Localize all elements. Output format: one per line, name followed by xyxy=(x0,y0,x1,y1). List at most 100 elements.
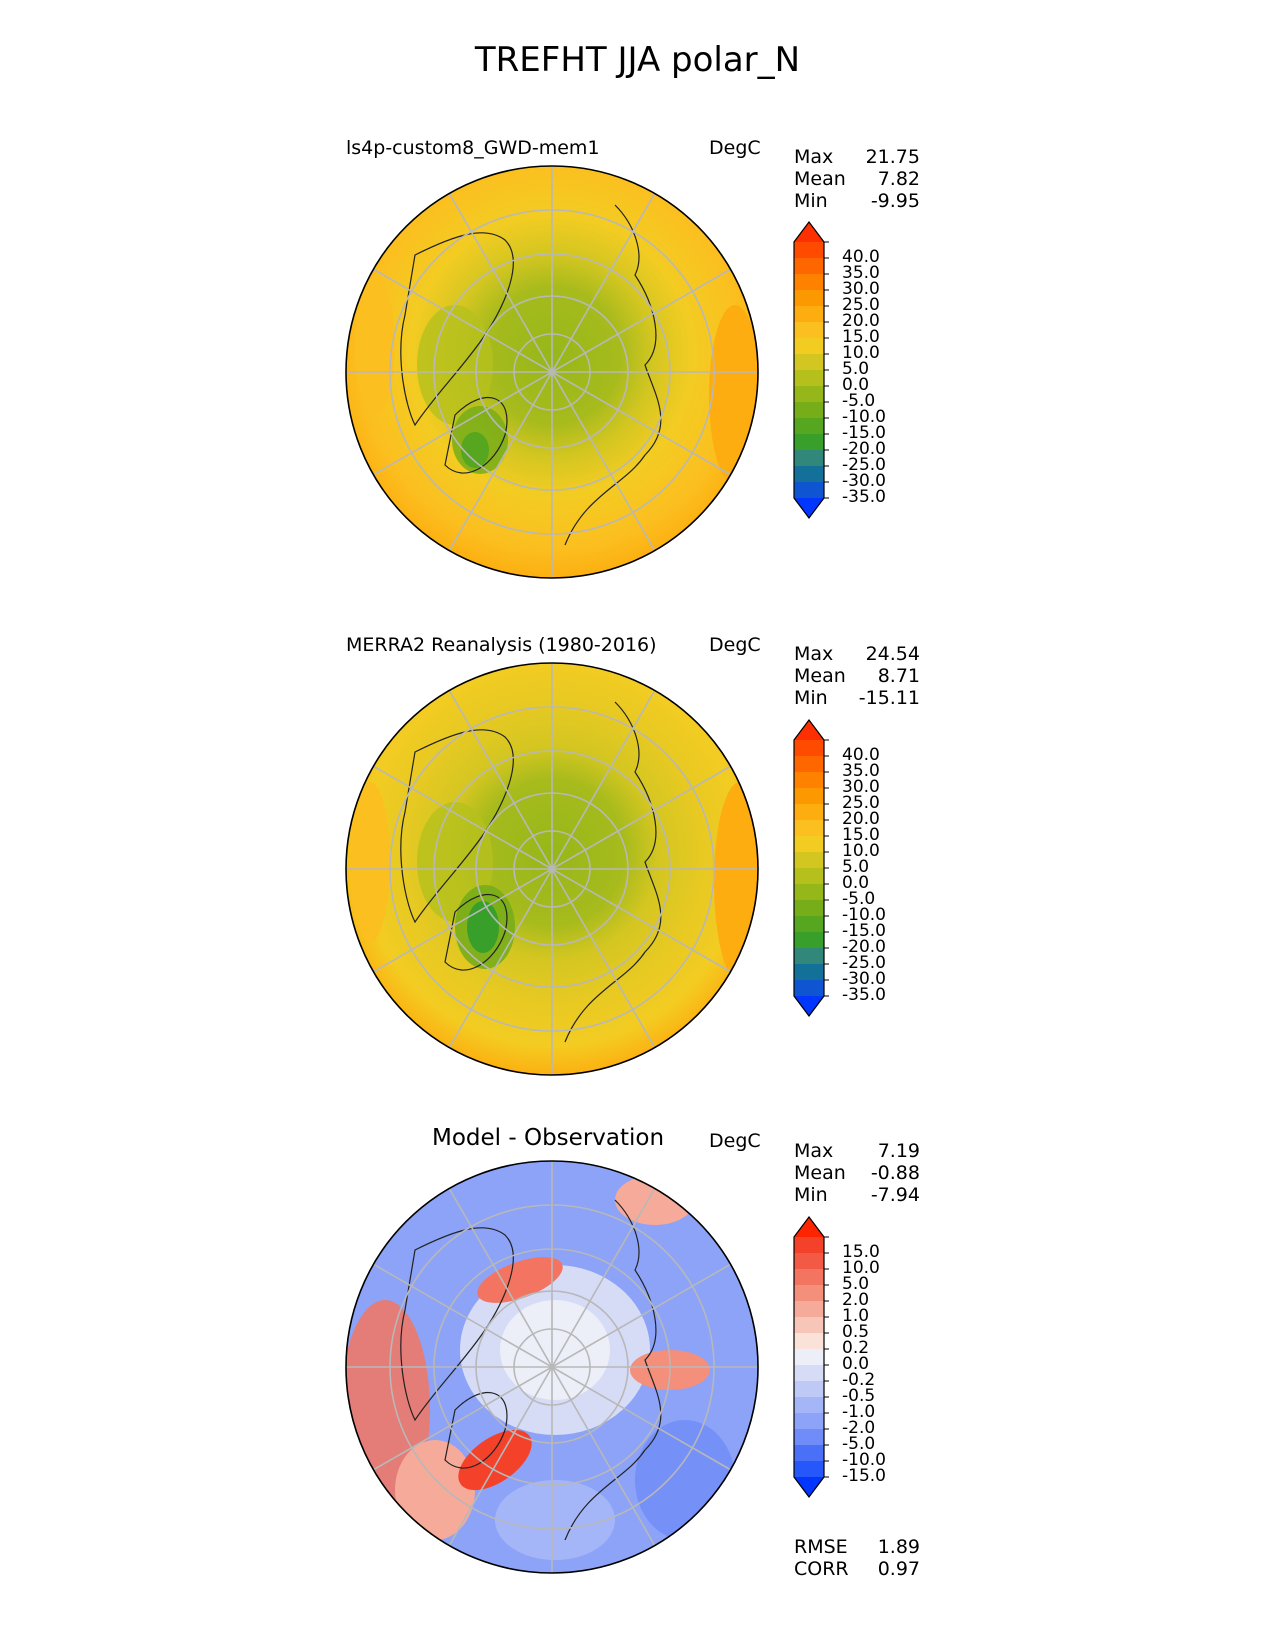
panel-3-colorbar xyxy=(793,1216,829,1498)
panel-2-colorbar-band xyxy=(794,916,824,933)
panel-1-colorbar-band xyxy=(794,274,824,291)
panel-3-rmse-value: 1.89 xyxy=(877,1536,920,1558)
panel-3-colorbar-label: 10.0 xyxy=(842,1258,880,1278)
panel-1-colorbar-label: 35.0 xyxy=(842,263,880,283)
panel-2-colorbar-label: 10.0 xyxy=(842,841,880,861)
panel-1-colorbar-label: 0.0 xyxy=(842,375,870,395)
panel-1-colorbar-band xyxy=(794,306,824,323)
panel-1-colorbar-label: 25.0 xyxy=(842,295,880,315)
panel-2-colorbar-band xyxy=(794,948,824,965)
panel-1-colorbar-band xyxy=(794,354,824,371)
panel-3-corr-value: 0.97 xyxy=(877,1558,920,1580)
panel-1-colorbar-label: -5.0 xyxy=(842,391,876,411)
panel-2-title: MERRA2 Reanalysis (1980-2016) xyxy=(346,634,657,656)
panel-2-map-border xyxy=(345,662,759,1076)
figure-title: TREFHT JJA polar_N xyxy=(474,40,801,80)
panel-2-polar-map xyxy=(345,662,759,1076)
panel-1-colorbar-label: 15.0 xyxy=(842,327,880,347)
panel-1-colorbar-band xyxy=(794,450,824,467)
panel-3-colorbar-label: -0.5 xyxy=(842,1386,876,1406)
panel-3-colorbar-label: -1.0 xyxy=(842,1402,876,1422)
panel-3-colorbar-band xyxy=(794,1381,824,1398)
panel-3-colorbar-band xyxy=(794,1333,824,1350)
panel-2-colorbar-label: -30.0 xyxy=(842,969,886,989)
panel-3-min-value: -7.94 xyxy=(870,1184,920,1206)
panel-3-colorbar-label: -0.2 xyxy=(842,1370,876,1390)
panel-2-colorbar-label: 15.0 xyxy=(842,825,880,845)
panel-1-colorbar-label: 40.0 xyxy=(842,247,880,267)
panel-2-colorbar-band xyxy=(794,788,824,805)
panel-2-gridlines xyxy=(346,663,758,1075)
panel-1-colorbar-label: -35.0 xyxy=(842,487,886,507)
panel-3-title: Model - Observation xyxy=(432,1125,665,1151)
panel-2-colorbar-band xyxy=(794,964,824,981)
panel-1-colorbar-extend-top xyxy=(794,222,824,242)
panel-1-title: ls4p-custom8_GWD-mem1 xyxy=(346,137,600,159)
panel-1-min-value: -9.95 xyxy=(870,190,920,212)
panel-2-colorbar-label: -15.0 xyxy=(842,921,886,941)
panel-2-colorbar-label: -35.0 xyxy=(842,985,886,1005)
panel-1-colorbar-band xyxy=(794,370,824,387)
panel-3-units: DegC xyxy=(709,1130,761,1152)
panel-3-colorbar-label: 0.5 xyxy=(842,1322,870,1342)
panel-2-colorbar-label: 35.0 xyxy=(842,761,880,781)
panel-3-colorbar-label: -15.0 xyxy=(842,1466,886,1486)
panel-1-min-label: Min xyxy=(794,190,828,212)
panel-3-colorbar-band xyxy=(794,1397,824,1414)
panel-2-colorbar-band xyxy=(794,852,824,869)
panel-1-colorbar-outline xyxy=(793,221,825,519)
panel-2-min-value: -15.11 xyxy=(858,687,920,709)
panel-3-greenland-warm xyxy=(458,1429,532,1491)
panel-2-colorbar-band xyxy=(794,756,824,773)
panel-3-colorbar-band xyxy=(794,1461,824,1478)
panel-2-colorbar-band xyxy=(794,772,824,789)
panel-1-colorbar-label: 10.0 xyxy=(842,343,880,363)
panel-1-colorbar-band xyxy=(794,386,824,403)
panel-2-colorbar-label: 20.0 xyxy=(842,809,880,829)
panel-1-colorbar-label: 5.0 xyxy=(842,359,870,379)
panel-2-max-label: Max xyxy=(794,643,834,665)
panel-1-colorbar-band xyxy=(794,466,824,483)
panel-1-colorbar-label: -25.0 xyxy=(842,455,886,475)
panel-2-colorbar-band xyxy=(794,740,824,757)
panel-3-colorbar-outline xyxy=(793,1216,825,1498)
panel-3-colorbar-band xyxy=(794,1429,824,1446)
panel-3-colorbar-label: 2.0 xyxy=(842,1290,870,1310)
panel-2-colorbar-label: -10.0 xyxy=(842,905,886,925)
panel-3-colorbar-extend-bottom xyxy=(794,1477,824,1497)
panel-1-colorbar-label: -30.0 xyxy=(842,471,886,491)
panel-3-max-value: 7.19 xyxy=(877,1140,920,1162)
panel-2-colorbar-band xyxy=(794,868,824,885)
panel-1-colorbar-extend-bottom xyxy=(794,498,824,518)
panel-3-colorbar-band xyxy=(794,1285,824,1302)
panel-1-greenland-core xyxy=(461,432,489,468)
panel-3-colorbar-band xyxy=(794,1301,824,1318)
panel-2-min-label: Min xyxy=(794,687,828,709)
panel-3-mean-label: Mean xyxy=(794,1162,846,1184)
panel-3-colorbar-label: 15.0 xyxy=(842,1242,880,1262)
panel-1-colorbar-label: -15.0 xyxy=(842,423,886,443)
panel-2-colorbar-label: -25.0 xyxy=(842,953,886,973)
panel-1-max-value: 21.75 xyxy=(865,146,920,168)
panel-2-colorbar-band xyxy=(794,932,824,949)
panel-2-colorbar-band xyxy=(794,900,824,917)
panel-1-mean-label: Mean xyxy=(794,168,846,190)
panel-3-mean-value: -0.88 xyxy=(870,1162,920,1184)
panel-3-arctic-warm-band xyxy=(477,1257,563,1303)
panel-3-north-warm-region xyxy=(615,1175,695,1225)
panel-3-colorbar-band xyxy=(794,1269,824,1286)
panel-2-colorbar-label: 40.0 xyxy=(842,745,880,765)
panel-2-coastline-eurasia xyxy=(564,701,662,1043)
panel-2-colorbar xyxy=(793,719,829,1017)
panel-3-colorbar-band xyxy=(794,1413,824,1430)
panel-2-mean-value: 8.71 xyxy=(877,665,920,687)
panel-3-max-label: Max xyxy=(794,1140,834,1162)
panel-1-colorbar-band xyxy=(794,418,824,435)
panel-2-colorbar-band xyxy=(794,804,824,821)
panel-1-coastline-eurasia xyxy=(564,204,662,546)
panel-3-gridlines xyxy=(346,1161,758,1573)
panel-2-colorbar-label: 25.0 xyxy=(842,793,880,813)
panel-1-colorbar-band xyxy=(794,434,824,451)
panel-1-colorbar-band xyxy=(794,482,824,499)
panel-3-colorbar-extend-top xyxy=(794,1217,824,1237)
